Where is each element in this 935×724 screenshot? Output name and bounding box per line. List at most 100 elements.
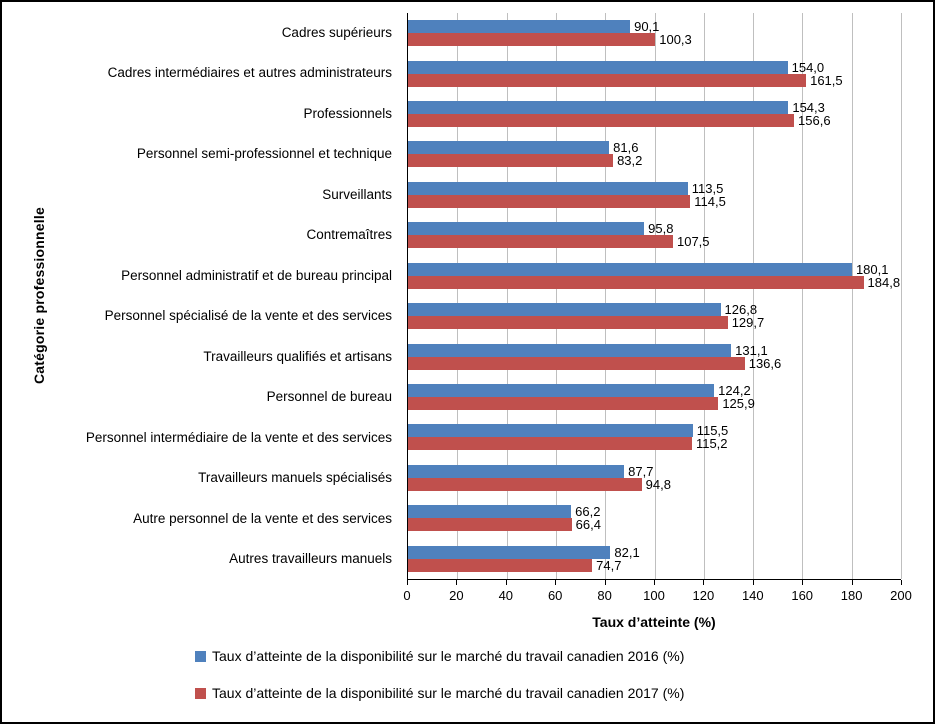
bar-group: 154,3 156,6	[408, 94, 901, 134]
bar-2016	[408, 545, 611, 559]
bar-group: 87,7 94,8	[408, 458, 901, 498]
category-label: Personnel spécialisé de la vente et des …	[104, 308, 392, 324]
tick-mark	[604, 580, 606, 585]
bar-line-2016: 126,8	[408, 302, 901, 318]
bar-value-label: 87,7	[628, 463, 654, 479]
bar-2016	[408, 505, 572, 519]
bar-line-2016: 82,1	[408, 545, 901, 559]
bar-2016	[408, 222, 645, 236]
bar-2017	[408, 33, 656, 47]
bar-line-2016: 115,5	[408, 424, 901, 438]
bar-line-2016: 154,0	[408, 60, 901, 74]
legend-swatch-2016	[195, 650, 206, 662]
bar-line-2017: 94,8	[408, 477, 901, 491]
x-tick-label: 60	[547, 588, 563, 603]
gridline	[802, 13, 804, 579]
x-tick-label: 180	[840, 588, 863, 603]
bar-group: 82,1 74,7	[408, 538, 901, 578]
bar-2016	[408, 464, 625, 478]
gridline	[901, 13, 902, 579]
gridline	[851, 13, 853, 579]
category-label: Cadres supérieurs	[281, 24, 392, 40]
bar-line-2017: 107,5	[408, 235, 901, 249]
bar-group: 90,1 100,3	[408, 13, 901, 53]
bar-2017	[408, 558, 593, 572]
category-label: Cadres intermédiaires et autres administ…	[107, 65, 392, 81]
x-tick-label: 140	[741, 588, 764, 603]
bar-2017	[408, 154, 614, 168]
bar-value-label: 100,3	[659, 32, 692, 48]
bar-value-label: 113,5	[691, 180, 724, 196]
bar-line-2016: 113,5	[408, 180, 901, 196]
bar-2017	[408, 518, 572, 532]
bar-line-2017: 74,7	[408, 557, 901, 573]
legend-label-2017: Taux d’atteinte de la disponibilité sur …	[212, 685, 685, 701]
category-axis-labels: Cadres supérieurs Cadres intermédiaires e…	[54, 13, 400, 580]
legend-item-2017: Taux d’atteinte de la disponibilité sur …	[195, 685, 684, 701]
x-tick-label: 20	[449, 588, 464, 603]
bar-2017	[408, 437, 692, 451]
bar-value-label: 83,2	[617, 153, 643, 169]
bar-2017	[408, 194, 691, 208]
bar-line-2017: 115,2	[408, 436, 901, 452]
tick-mark	[901, 580, 902, 585]
category-label: Autres travailleurs manuels	[229, 551, 392, 567]
bar-value-label: 126,8	[724, 302, 758, 318]
gridline	[506, 13, 508, 579]
bar-line-2016: 95,8	[408, 222, 901, 236]
plot-area: 90,1 100,3 154,0 161,5 154,3 156,6 81,6 83,2 113…	[407, 13, 902, 580]
bar-2017	[408, 73, 807, 87]
bar-group: 95,8 107,5	[408, 215, 901, 255]
bar-2016	[408, 181, 688, 195]
bar-line-2016: 87,7	[408, 463, 901, 479]
tick-mark	[703, 580, 705, 585]
tick-mark	[802, 580, 804, 585]
bar-2017	[408, 397, 719, 410]
bar-value-label: 66,2	[575, 504, 601, 520]
bar-2016	[408, 303, 721, 317]
bar-line-2017: 129,7	[408, 315, 901, 331]
bar-value-label: 66,4	[575, 517, 601, 533]
bar-value-label: 115,2	[695, 436, 728, 452]
bar-group: 124,2 125,9	[408, 377, 901, 417]
bar-group: 81,6 83,2	[408, 134, 901, 174]
bar-value-label: 74,7	[596, 557, 622, 573]
legend-label-2016: Taux d’atteinte de la disponibilité sur …	[212, 648, 685, 664]
bar-value-label: 180,1	[855, 261, 889, 277]
category-label: Personnel de bureau	[266, 389, 392, 405]
bar-value-label: 156,6	[798, 113, 831, 129]
bar-2017	[408, 275, 864, 289]
category-label: Personnel semi-professionnel et techniqu…	[136, 146, 392, 162]
tick-mark	[752, 580, 754, 585]
bar-2017	[408, 477, 642, 491]
category-label: Personnel administratif et de bureau pri…	[121, 267, 392, 283]
bar-value-label: 129,7	[731, 315, 765, 331]
bar-value-label: 114,5	[694, 193, 726, 209]
category-label: Autre personnel de la vente et des servi…	[133, 510, 392, 526]
x-tick-label: 0	[403, 588, 411, 603]
tick-mark	[407, 580, 408, 585]
x-tick-label: 40	[498, 588, 514, 603]
bar-2017	[408, 235, 673, 249]
bar-group: 126,8 129,7	[408, 296, 901, 336]
category-label: Contremaîtres	[306, 227, 392, 243]
x-tick-label: 160	[791, 588, 814, 603]
bar-value-label: 184,8	[867, 274, 901, 290]
gridline	[457, 13, 459, 579]
bar-line-2017: 136,6	[408, 356, 901, 370]
tick-mark	[555, 580, 557, 585]
x-tick-label: 120	[692, 588, 715, 603]
bar-line-2016: 154,3	[408, 101, 901, 115]
legend-swatch-2017	[195, 687, 206, 699]
bar-line-2017: 184,8	[408, 274, 901, 290]
bar-line-2017: 83,2	[408, 153, 901, 169]
bar-group: 113,5 114,5	[408, 175, 901, 215]
bar-group: 115,5 115,2	[408, 417, 901, 457]
bar-2016	[408, 141, 610, 155]
bar-group: 180,1 184,8	[408, 256, 901, 296]
bar-value-label: 124,2	[718, 383, 751, 398]
bar-rows: 90,1 100,3 154,0 161,5 154,3 156,6 81,6 83,2 113…	[408, 13, 901, 579]
bar-2016	[408, 424, 693, 438]
bar-line-2017: 156,6	[408, 113, 901, 129]
